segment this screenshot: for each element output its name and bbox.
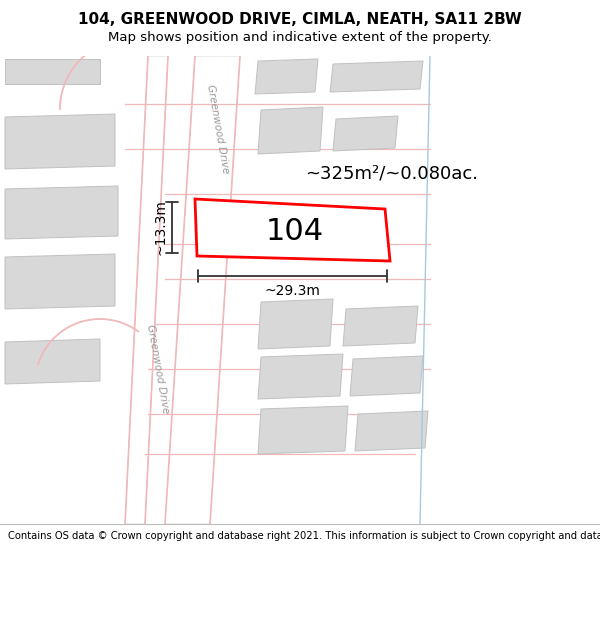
Polygon shape (258, 107, 323, 154)
Polygon shape (258, 299, 333, 349)
Text: Greenwood Drive: Greenwood Drive (145, 324, 171, 414)
Polygon shape (343, 306, 418, 346)
Polygon shape (333, 116, 398, 151)
Polygon shape (5, 186, 118, 239)
Polygon shape (5, 254, 115, 309)
Polygon shape (350, 356, 423, 396)
Text: Contains OS data © Crown copyright and database right 2021. This information is : Contains OS data © Crown copyright and d… (8, 531, 600, 541)
Text: Map shows position and indicative extent of the property.: Map shows position and indicative extent… (108, 31, 492, 44)
Polygon shape (165, 56, 240, 524)
Polygon shape (330, 61, 423, 92)
Text: ~325m²/~0.080ac.: ~325m²/~0.080ac. (305, 165, 478, 183)
Polygon shape (355, 411, 428, 451)
Text: 104: 104 (266, 217, 324, 246)
Polygon shape (5, 114, 115, 169)
Polygon shape (5, 59, 100, 84)
Text: ~13.3m: ~13.3m (154, 199, 168, 256)
Polygon shape (258, 354, 343, 399)
Polygon shape (195, 199, 390, 261)
Polygon shape (255, 59, 318, 94)
Polygon shape (125, 56, 168, 524)
Text: ~29.3m: ~29.3m (265, 284, 320, 298)
Text: 104, GREENWOOD DRIVE, CIMLA, NEATH, SA11 2BW: 104, GREENWOOD DRIVE, CIMLA, NEATH, SA11… (78, 12, 522, 28)
Text: Greenwood Drive: Greenwood Drive (205, 84, 231, 174)
Polygon shape (5, 339, 100, 384)
Polygon shape (258, 406, 348, 454)
